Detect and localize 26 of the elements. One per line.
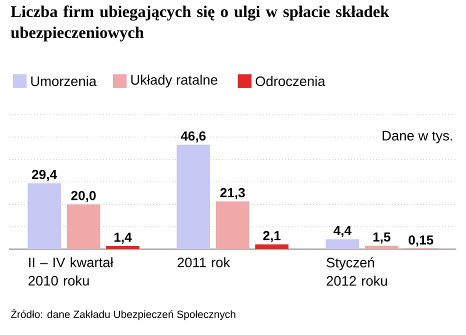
annotation: Dane w tys. (382, 130, 452, 144)
data-label: 4,4 (334, 226, 352, 237)
bar (216, 201, 250, 249)
legend-label: Układy ratalne (131, 74, 218, 88)
x-tick-label: Styczeń 2012 roku (326, 257, 387, 286)
bar (364, 246, 398, 249)
data-label: 1,4 (114, 232, 132, 244)
data-label: 21,3 (220, 188, 245, 199)
legend-label: Odroczenia (256, 76, 326, 86)
bar (176, 144, 210, 249)
bar (28, 183, 61, 249)
data-label: 29,4 (32, 170, 57, 181)
data-label: 2,1 (263, 230, 281, 242)
text: Źródło: dane Zakładu Ubezpieczeń Społecznych (10, 308, 236, 320)
bar (66, 204, 100, 249)
bar (326, 239, 360, 249)
x-tick-label: 2011 rok (178, 257, 230, 268)
bar (255, 244, 288, 249)
data-label: 1,5 (373, 232, 390, 244)
bar (106, 246, 140, 249)
legend-label: Umorzenia (31, 76, 97, 86)
chart-title: Liczba firm ubiegających się o ulgi w spłacie składek ubezpieczeniowych (10, 5, 390, 42)
x-tick-label: II – IV kwartał 2010 roku (28, 257, 114, 286)
data-label: 46,6 (180, 131, 206, 142)
data-label: 20,0 (71, 190, 96, 202)
data-label: 0,15 (408, 235, 434, 246)
